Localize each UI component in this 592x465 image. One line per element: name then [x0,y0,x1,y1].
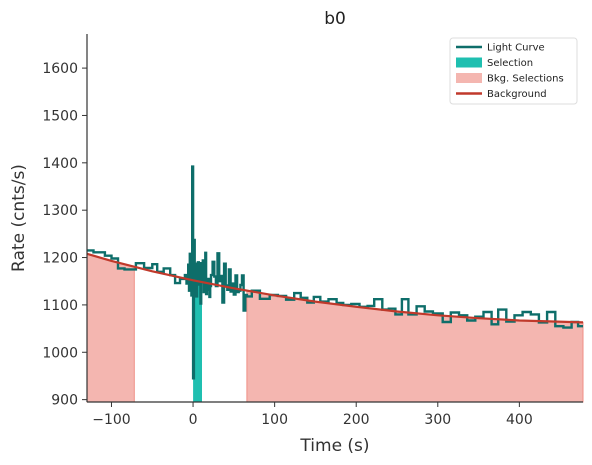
y-tick-label: 900 [51,393,78,409]
chart-title: b0 [324,9,346,29]
x-axis-label: Time (s) [299,436,369,456]
y-axis-label: Rate (cnts/s) [9,164,29,272]
bkg-selection-region [246,290,584,403]
x-tick-label: 100 [261,412,288,428]
legend-swatch-patch [456,73,482,83]
y-tick-label: 1600 [42,61,78,77]
legend-label: Bkg. Selections [487,74,564,85]
legend-box [449,37,578,105]
y-tick-label: 1000 [42,345,78,361]
bkg-selection-region [86,253,135,403]
x-tick-label: 300 [424,412,451,428]
x-tick-label: −100 [92,412,130,428]
y-tick-label: 1500 [42,108,78,124]
y-tick-label: 1300 [42,203,78,219]
legend-label: Selection [487,58,533,69]
legend-label: Background [487,89,547,100]
legend-swatch-patch [456,57,482,68]
selection-region [193,280,202,402]
x-tick-label: 200 [343,412,370,428]
legend-label: Light Curve [487,43,545,54]
legend: Light Curve Selection Bkg. Selections Backg… [449,37,578,105]
background-series [86,252,584,324]
axes: −100 0 100 200 300 400 900 1000 1100 1200 1300 1400… [42,34,583,428]
plot-area [86,165,584,403]
y-tick-label: 1400 [42,156,78,172]
x-tick-label: 0 [189,412,198,428]
light-curve-series [87,165,583,380]
y-tick-label: 1200 [42,251,78,267]
y-tick-label: 1100 [42,298,78,314]
x-tick-label: 400 [506,412,533,428]
